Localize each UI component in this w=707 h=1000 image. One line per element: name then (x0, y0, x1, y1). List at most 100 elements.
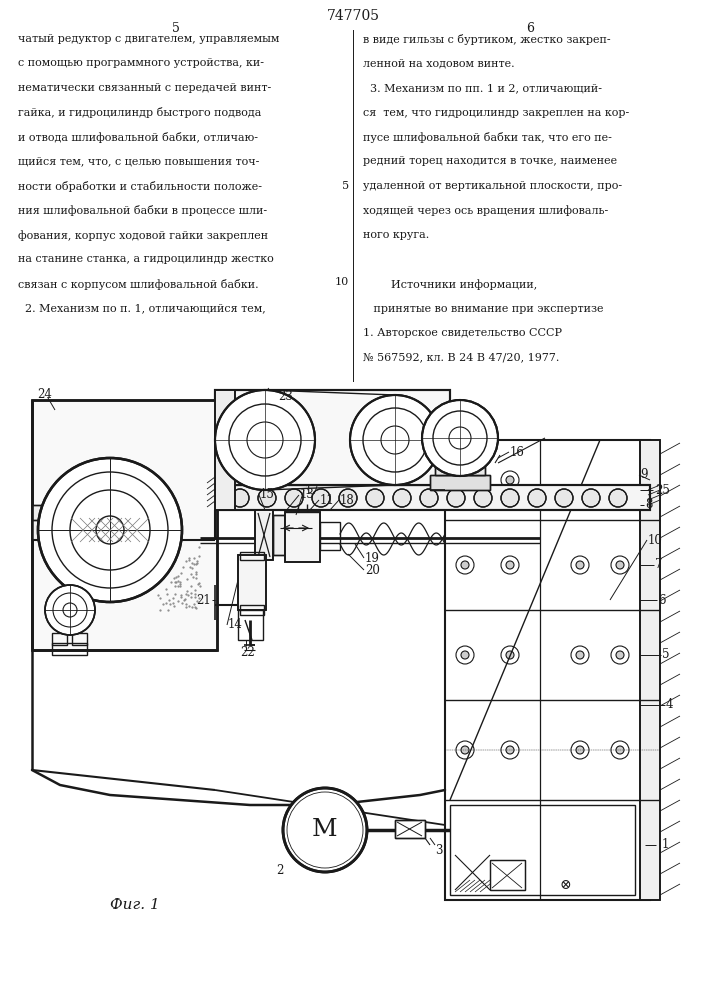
Circle shape (576, 651, 584, 659)
Text: № 567592, кл. В 24 В 47/20, 1977.: № 567592, кл. В 24 В 47/20, 1977. (363, 353, 559, 362)
Text: 9: 9 (640, 468, 648, 482)
Text: 20: 20 (365, 564, 380, 576)
Circle shape (576, 561, 584, 569)
Bar (52, 633, 67, 645)
Circle shape (616, 561, 624, 569)
Circle shape (582, 489, 600, 507)
Bar (255, 510, 273, 560)
Circle shape (506, 651, 514, 659)
Bar (32, 505, 97, 520)
Text: в виде гильзы с буртиком, жестко закреп-: в виде гильзы с буртиком, жестко закреп- (363, 34, 611, 45)
Circle shape (420, 489, 438, 507)
Circle shape (422, 400, 498, 476)
Bar (32, 400, 217, 650)
Text: 7: 7 (655, 558, 662, 572)
Circle shape (576, 746, 584, 754)
Text: чатый редуктор с двигателем, управляемым: чатый редуктор с двигателем, управляемым (18, 34, 279, 44)
Bar (215, 390, 450, 485)
Bar (430, 475, 490, 490)
Circle shape (447, 489, 465, 507)
Bar (490, 860, 525, 890)
Bar (490, 860, 525, 890)
Bar (215, 485, 650, 510)
Circle shape (285, 489, 303, 507)
Bar (240, 605, 264, 615)
Bar (285, 512, 320, 562)
Bar (273, 515, 285, 555)
Circle shape (283, 788, 367, 872)
Bar (640, 440, 660, 900)
Bar (255, 510, 273, 560)
Text: фования, корпус ходовой гайки закреплен: фования, корпус ходовой гайки закреплен (18, 230, 268, 241)
Text: 10: 10 (648, 534, 663, 546)
Bar (640, 440, 660, 900)
Bar (240, 552, 264, 560)
Text: 1: 1 (662, 838, 670, 852)
Circle shape (215, 390, 315, 490)
Circle shape (231, 489, 249, 507)
Bar (215, 485, 650, 510)
Text: 15: 15 (260, 488, 275, 502)
Text: 6: 6 (658, 593, 665, 606)
Text: щийся тем, что, с целью повышения точ-: щийся тем, что, с целью повышения точ- (18, 156, 259, 166)
Bar (52, 643, 87, 655)
Text: Фиг. 1: Фиг. 1 (110, 898, 160, 912)
Bar (72, 633, 87, 645)
Text: 21: 21 (196, 593, 211, 606)
Bar (32, 505, 97, 520)
Circle shape (474, 489, 492, 507)
Text: 25: 25 (655, 484, 670, 496)
Bar (238, 610, 263, 640)
Text: 3. Механизм по пп. 1 и 2, отличающий-: 3. Механизм по пп. 1 и 2, отличающий- (363, 83, 602, 93)
Bar (395, 820, 425, 838)
Circle shape (501, 489, 519, 507)
Circle shape (45, 585, 95, 635)
Circle shape (258, 489, 276, 507)
Text: ности обработки и стабильности положе-: ности обработки и стабильности положе- (18, 181, 262, 192)
Circle shape (506, 746, 514, 754)
Text: 5: 5 (172, 22, 180, 35)
Bar (238, 555, 266, 610)
Circle shape (217, 490, 233, 506)
Circle shape (312, 489, 330, 507)
Text: с помощью программного устройства, ки-: с помощью программного устройства, ки- (18, 58, 264, 68)
Text: ния шлифовальной бабки в процессе шли-: ния шлифовальной бабки в процессе шли- (18, 206, 267, 217)
Bar (430, 475, 490, 490)
Text: М: М (312, 818, 338, 842)
Text: 18: 18 (340, 493, 355, 506)
Text: и отвода шлифовальной бабки, отличаю-: и отвода шлифовальной бабки, отличаю- (18, 132, 258, 143)
Bar (215, 390, 235, 510)
Circle shape (461, 561, 469, 569)
Bar (215, 390, 450, 485)
Text: ного круга.: ного круга. (363, 230, 429, 240)
Bar (32, 520, 107, 540)
Circle shape (506, 561, 514, 569)
Text: 14: 14 (228, 618, 243, 632)
Text: 10: 10 (334, 277, 349, 287)
Text: нематически связанный с передачей винт-: нематически связанный с передачей винт- (18, 83, 271, 93)
Text: 6: 6 (526, 22, 534, 35)
Text: пусе шлифовальной бабки так, что его пе-: пусе шлифовальной бабки так, что его пе- (363, 132, 612, 143)
Circle shape (506, 476, 514, 484)
Text: ся  тем, что гидроцилиндр закреплен на кор-: ся тем, что гидроцилиндр закреплен на ко… (363, 107, 629, 117)
Bar (435, 463, 485, 475)
Circle shape (393, 489, 411, 507)
Text: 24: 24 (37, 388, 52, 401)
Bar (445, 440, 650, 900)
Text: гайка, и гидроцилиндр быстрого подвода: гайка, и гидроцилиндр быстрого подвода (18, 107, 262, 118)
Text: принятые во внимание при экспертизе: принятые во внимание при экспертизе (363, 304, 604, 314)
Circle shape (461, 476, 469, 484)
Circle shape (555, 489, 573, 507)
Bar (32, 520, 107, 540)
Bar (450, 805, 635, 895)
Text: 19: 19 (365, 552, 380, 564)
Circle shape (38, 458, 182, 602)
Text: 2. Механизм по п. 1, отличающийся тем,: 2. Механизм по п. 1, отличающийся тем, (18, 304, 266, 314)
Circle shape (461, 746, 469, 754)
Bar (215, 390, 235, 510)
Text: 16: 16 (510, 446, 525, 458)
Text: ленной на ходовом винте.: ленной на ходовом винте. (363, 58, 515, 68)
Text: ⊗: ⊗ (559, 878, 571, 892)
Circle shape (366, 489, 384, 507)
Text: связан с корпусом шлифовальной бабки.: связан с корпусом шлифовальной бабки. (18, 279, 259, 290)
